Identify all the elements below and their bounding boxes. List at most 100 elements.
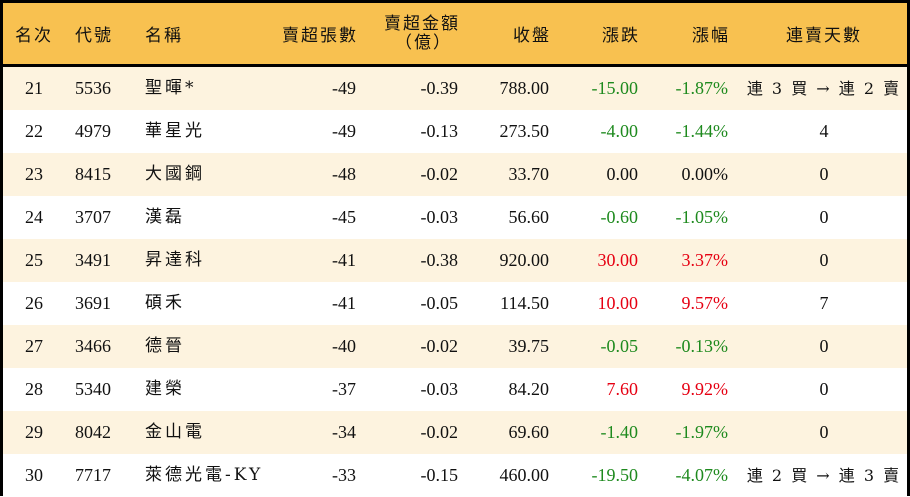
header-consecutive-sell-days: 連賣天數 (786, 26, 862, 46)
amount-cell: -0.02 (420, 164, 459, 184)
name-cell: 大國鋼 (145, 164, 205, 184)
rank-cell: 22 (25, 121, 43, 141)
change-pct-cell: -1.97% (675, 422, 729, 442)
volume-cell: -33 (332, 465, 356, 485)
volume-cell: -41 (332, 293, 356, 313)
days-cell: 連 2 買 → 連 3 賣 (746, 466, 902, 485)
name-cell: 昇達科 (145, 250, 205, 270)
days-cell: 4 (819, 121, 829, 141)
header-change: 漲跌 (602, 26, 640, 46)
close-cell: 33.70 (508, 164, 550, 184)
change-pct-cell: -4.07% (675, 465, 729, 485)
table-row: 24 3707 漢磊 -45 -0.03 56.60 -0.60 -1.05% … (3, 196, 907, 239)
rank-cell: 25 (25, 250, 43, 270)
header-net-sell-volume: 賣超張數 (282, 26, 358, 46)
rank-cell: 30 (25, 465, 43, 485)
change-cell: -0.05 (600, 336, 639, 356)
change-cell: -15.00 (591, 78, 639, 98)
days-cell: 0 (819, 422, 829, 442)
rank-cell: 28 (25, 379, 43, 399)
change-pct-cell: -1.87% (675, 78, 729, 98)
name-cell: 碩禾 (145, 293, 185, 313)
change-cell: -4.00 (600, 121, 639, 141)
amount-cell: -0.02 (420, 422, 459, 442)
rank-cell: 21 (25, 78, 43, 98)
name-cell: 漢磊 (145, 207, 185, 227)
table-row: 26 3691 碩禾 -41 -0.05 114.50 10.00 9.57% … (3, 282, 907, 325)
change-pct-cell: 9.57% (681, 293, 729, 313)
change-cell: 10.00 (597, 293, 639, 313)
name-cell: 萊德光電-KY (145, 465, 264, 485)
code-cell: 5536 (75, 78, 111, 98)
days-cell: 0 (819, 336, 829, 356)
header-net-sell-amount: 賣超金額 （億） (363, 3, 460, 64)
volume-cell: -49 (332, 121, 356, 141)
change-cell: -1.40 (600, 422, 639, 442)
change-cell: 0.00 (606, 164, 639, 184)
header-name: 名稱 (145, 26, 183, 46)
table-body: 21 5536 聖暉* -49 -0.39 788.00 -15.00 -1.8… (3, 67, 907, 497)
name-cell: 華星光 (145, 121, 205, 141)
amount-cell: -0.13 (420, 121, 459, 141)
header-code: 代號 (75, 26, 113, 46)
days-cell: 7 (819, 293, 829, 313)
code-cell: 3691 (75, 293, 111, 313)
days-cell: 0 (819, 207, 829, 227)
rank-cell: 27 (25, 336, 43, 356)
close-cell: 39.75 (508, 336, 550, 356)
header-change-pct: 漲幅 (692, 26, 730, 46)
close-cell: 460.00 (499, 465, 550, 485)
amount-cell: -0.15 (420, 465, 459, 485)
table-row: 25 3491 昇達科 -41 -0.38 920.00 30.00 3.37%… (3, 239, 907, 282)
table-header: 名次 代號 名稱 賣超張數 賣超金額 （億） 收盤 漲跌 漲幅 連賣天數 (3, 3, 907, 67)
table-row: 21 5536 聖暉* -49 -0.39 788.00 -15.00 -1.8… (3, 67, 907, 110)
close-cell: 56.60 (508, 207, 550, 227)
change-pct-cell: 3.37% (681, 250, 729, 270)
days-cell: 0 (819, 164, 829, 184)
amount-cell: -0.39 (420, 78, 459, 98)
rank-cell: 26 (25, 293, 43, 313)
close-cell: 69.60 (508, 422, 550, 442)
volume-cell: -48 (332, 164, 356, 184)
code-cell: 4979 (75, 121, 111, 141)
volume-cell: -49 (332, 78, 356, 98)
table-row: 23 8415 大國鋼 -48 -0.02 33.70 0.00 0.00% 0 (3, 153, 907, 196)
close-cell: 273.50 (499, 121, 550, 141)
volume-cell: -45 (332, 207, 356, 227)
table-row: 29 8042 金山電 -34 -0.02 69.60 -1.40 -1.97%… (3, 411, 907, 454)
change-cell: -19.50 (591, 465, 639, 485)
header-net-sell-amount-line1: 賣超金額 (384, 13, 460, 34)
code-cell: 3491 (75, 250, 111, 270)
amount-cell: -0.02 (420, 336, 459, 356)
close-cell: 788.00 (499, 78, 550, 98)
header-close: 收盤 (513, 26, 551, 46)
name-cell: 德晉 (145, 336, 185, 356)
change-pct-cell: -0.13% (675, 336, 729, 356)
rank-cell: 29 (25, 422, 43, 442)
amount-cell: -0.03 (420, 207, 459, 227)
name-cell: 聖暉* (145, 78, 197, 98)
close-cell: 114.50 (500, 293, 549, 313)
days-cell: 0 (819, 379, 829, 399)
code-cell: 7717 (75, 465, 111, 485)
code-cell: 3707 (75, 207, 111, 227)
name-cell: 建榮 (145, 379, 185, 399)
name-cell: 金山電 (145, 422, 205, 442)
header-rank: 名次 (15, 26, 53, 46)
close-cell: 920.00 (499, 250, 550, 270)
table-row: 28 5340 建榮 -37 -0.03 84.20 7.60 9.92% 0 (3, 368, 907, 411)
close-cell: 84.20 (508, 379, 550, 399)
change-pct-cell: 0.00% (681, 164, 729, 184)
days-cell: 連 3 買 → 連 2 賣 (746, 79, 902, 98)
header-net-sell-amount-unit: （億） (395, 32, 452, 53)
change-pct-cell: 9.92% (681, 379, 729, 399)
volume-cell: -34 (332, 422, 356, 442)
code-cell: 8415 (75, 164, 111, 184)
volume-cell: -37 (332, 379, 356, 399)
volume-cell: -40 (332, 336, 356, 356)
code-cell: 5340 (75, 379, 111, 399)
change-pct-cell: -1.05% (675, 207, 729, 227)
code-cell: 8042 (75, 422, 111, 442)
table-row: 30 7717 萊德光電-KY -33 -0.15 460.00 -19.50 … (3, 454, 907, 497)
